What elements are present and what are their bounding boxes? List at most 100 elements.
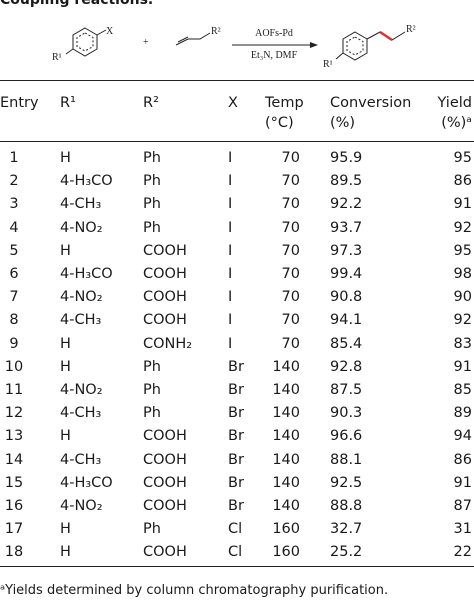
bond bbox=[96, 29, 107, 36]
table-cell: Br bbox=[228, 498, 244, 514]
table-cell: 6 bbox=[9, 266, 19, 282]
table-cell: 70 bbox=[281, 289, 300, 306]
table-cell: 90.8 bbox=[330, 289, 363, 306]
table-cell: H bbox=[60, 242, 71, 259]
ring-aromatic bbox=[346, 36, 364, 56]
table-cell: 14 bbox=[4, 451, 24, 468]
table-cell: 3 bbox=[9, 196, 19, 213]
table-cell: 1 bbox=[9, 150, 19, 166]
table-cell: 140 bbox=[272, 358, 300, 375]
substituent: R¹ bbox=[52, 52, 62, 63]
table-cell: Br bbox=[228, 451, 244, 468]
table-cell: Ph bbox=[143, 405, 161, 422]
table-cell: 140 bbox=[272, 474, 300, 491]
column-header: (°C) bbox=[265, 115, 294, 131]
table-cell: H bbox=[60, 335, 71, 352]
table-cell: 92.2 bbox=[330, 196, 363, 213]
table-cell: I bbox=[228, 150, 233, 166]
column-header: Temp bbox=[265, 95, 304, 111]
table-cell: 70 bbox=[281, 335, 300, 352]
table-cell: I bbox=[228, 312, 233, 329]
table-cell: 4-H₃CO bbox=[60, 173, 113, 190]
table-cell: 10 bbox=[4, 358, 24, 375]
table-cell: 98 bbox=[453, 266, 472, 282]
table-cell: 4-CH₃ bbox=[60, 312, 102, 329]
table-cell: 4 bbox=[9, 219, 19, 236]
table-cell: 70 bbox=[281, 150, 300, 166]
ring-aromatic bbox=[76, 32, 94, 52]
table-cell: 4-H₃CO bbox=[60, 474, 113, 491]
arrow-head bbox=[310, 42, 318, 48]
bond bbox=[65, 48, 74, 55]
table-cell: COOH bbox=[143, 289, 187, 306]
table-cell: 140 bbox=[272, 428, 300, 445]
table-cell: H bbox=[60, 358, 71, 375]
table-cell: 31 bbox=[453, 521, 472, 538]
column-header: R¹ bbox=[60, 95, 76, 111]
table-cell: 2 bbox=[9, 173, 19, 190]
table-cell: 70 bbox=[281, 266, 300, 282]
table-cell: 85 bbox=[453, 382, 472, 398]
table-cell: 97.3 bbox=[330, 242, 363, 259]
table-cell: 70 bbox=[281, 173, 300, 190]
reagent: AOFs-Pd bbox=[255, 28, 293, 39]
table-cell: 92 bbox=[453, 312, 472, 329]
table-cell: Ph bbox=[143, 521, 161, 538]
substituent: R² bbox=[211, 26, 221, 37]
table-cell: Br bbox=[228, 428, 244, 445]
table-cell: 87.5 bbox=[330, 382, 363, 398]
table-cell: 86 bbox=[453, 451, 472, 468]
column-header: Entry bbox=[0, 95, 39, 111]
table-cell: 92 bbox=[453, 219, 472, 236]
table-cell: 89 bbox=[453, 405, 472, 422]
table-cell: 87 bbox=[453, 498, 472, 514]
table-cell: I bbox=[228, 289, 233, 306]
table-cell: I bbox=[228, 173, 233, 190]
table-cell: COOH bbox=[143, 242, 187, 259]
column-header: (%) bbox=[330, 115, 356, 131]
table-cell: 96.6 bbox=[330, 428, 363, 445]
table-cell: COOH bbox=[143, 474, 187, 491]
table-cell: 95 bbox=[453, 150, 472, 166]
table-cell: 92.5 bbox=[330, 474, 363, 491]
plus: + bbox=[143, 37, 149, 48]
table-cell: I bbox=[228, 335, 233, 352]
footnote: ᵃYields determined by column chromatogra… bbox=[0, 583, 389, 598]
table-cell: Ph bbox=[143, 173, 161, 190]
table-cell: Br bbox=[228, 405, 244, 422]
table-cell: 16 bbox=[4, 498, 24, 514]
table-cell: H bbox=[60, 150, 71, 166]
table-cell: 86 bbox=[453, 173, 472, 190]
table-cell: 140 bbox=[272, 382, 300, 398]
column-header: (%)ᵃ bbox=[441, 115, 472, 131]
table-cell: I bbox=[228, 242, 233, 259]
substituent: X bbox=[106, 26, 114, 37]
table-cell: 7 bbox=[9, 289, 19, 306]
table-cell: 99.4 bbox=[330, 266, 363, 282]
table-cell: 12 bbox=[4, 405, 24, 422]
rule bbox=[0, 141, 474, 142]
table-cell: 13 bbox=[4, 428, 24, 445]
table-cell: 70 bbox=[281, 196, 300, 213]
table-cell: 4-CH₃ bbox=[60, 451, 102, 468]
table-cell: 4-CH₃ bbox=[60, 405, 102, 422]
table-cell: COOH bbox=[143, 451, 187, 468]
column-header: Conversion bbox=[330, 95, 412, 111]
reaction-scheme: X R¹ + R² AOFs-Pd Et₃N, DMF R² R¹ bbox=[52, 24, 416, 70]
table-cell: Ph bbox=[143, 382, 161, 398]
bond bbox=[177, 36, 189, 43]
bond bbox=[335, 52, 344, 60]
column-header: R² bbox=[143, 95, 159, 111]
table-cell: Cl bbox=[228, 521, 243, 538]
substituent: R² bbox=[406, 24, 416, 35]
table-cell: 90.3 bbox=[330, 405, 363, 422]
table-cell: Br bbox=[228, 358, 244, 375]
table-cell: 15 bbox=[4, 474, 24, 491]
table-cell: 5 bbox=[9, 242, 19, 259]
column-header: Yield bbox=[437, 95, 472, 111]
table-cell: 95 bbox=[453, 242, 472, 259]
table-cell: Cl bbox=[228, 544, 243, 561]
table-cell: CONH₂ bbox=[143, 335, 193, 352]
table-cell: 4-NO₂ bbox=[60, 382, 103, 398]
